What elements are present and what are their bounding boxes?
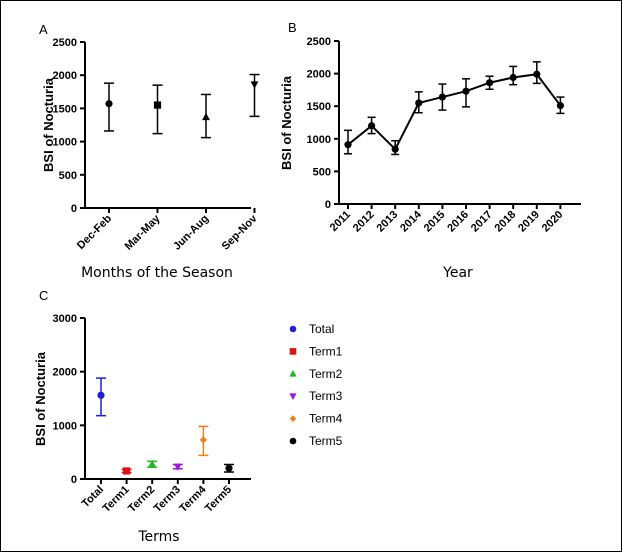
panel-label: C <box>39 288 48 303</box>
x-tick-label: Term1 <box>100 484 131 515</box>
y-axis-title: BSI of Nocturia <box>279 75 294 170</box>
y-tick-label: 3000 <box>53 313 77 325</box>
legend-marker <box>289 370 297 377</box>
x-tick-label: 2012 <box>351 209 377 235</box>
data-point <box>250 81 259 89</box>
x-tick-label: 2017 <box>469 209 495 235</box>
x-tick-label: Term4 <box>177 483 209 515</box>
y-tick-label: 500 <box>313 166 331 178</box>
x-tick-label: 2014 <box>398 208 424 234</box>
legend-marker <box>289 325 297 333</box>
data-point <box>509 73 517 82</box>
data-point <box>199 436 207 444</box>
x-axis-title: Months of the Season <box>81 265 233 281</box>
y-tick-label: 500 <box>59 170 77 182</box>
y-tick-label: 2000 <box>53 70 77 82</box>
data-point <box>225 464 233 472</box>
y-tick-label: 2000 <box>53 367 77 379</box>
legend-label: Term4 <box>309 412 343 426</box>
x-tick-label: Dec-Feb <box>75 212 114 251</box>
y-tick-label: 2500 <box>53 37 77 49</box>
panel-b: B050010001500200025002011201220132014201… <box>279 20 581 281</box>
data-point <box>344 141 352 149</box>
x-tick-label: Term5 <box>203 484 234 515</box>
x-tick-label: 2016 <box>445 209 471 235</box>
x-axis-title: Terms <box>137 529 179 545</box>
x-axis-title: Year <box>442 265 473 281</box>
x-tick-label: 2013 <box>375 209 401 235</box>
panel-label: B <box>288 20 297 35</box>
y-tick-label: 1000 <box>53 137 77 149</box>
data-point <box>438 93 446 101</box>
data-point <box>123 467 131 475</box>
x-tick-label: Term2 <box>126 484 157 515</box>
x-tick-label: Jun-Aug <box>171 213 211 253</box>
x-tick-label: Term3 <box>152 484 183 515</box>
y-tick-label: 1500 <box>307 101 331 113</box>
data-point <box>105 100 113 108</box>
data-point <box>415 99 423 107</box>
x-tick-label: 2011 <box>328 209 353 234</box>
y-tick-label: 2000 <box>307 69 331 81</box>
y-tick-label: 2500 <box>307 36 331 48</box>
legend-label: Term1 <box>309 344 343 358</box>
data-point <box>148 459 157 468</box>
data-point <box>486 79 494 87</box>
data-point <box>462 87 470 95</box>
y-tick-label: 0 <box>325 199 331 211</box>
panel-label: A <box>39 22 48 37</box>
y-tick-label: 1000 <box>307 134 331 146</box>
x-tick-label: 2020 <box>540 209 566 235</box>
data-point <box>153 101 162 109</box>
y-tick-label: 1000 <box>53 420 77 432</box>
x-tick-label: 2015 <box>422 209 448 235</box>
data-point <box>202 112 210 121</box>
x-tick-label: Mar-May <box>123 212 164 253</box>
legend-label: Term5 <box>309 434 343 448</box>
data-point <box>97 391 105 399</box>
legend-marker <box>289 348 297 355</box>
y-axis-title: BSI of Nocturia <box>41 77 56 172</box>
legend-label: Term2 <box>309 367 343 381</box>
legend: Total Term1 Term2 Term3 Term4 Term5 <box>289 322 343 448</box>
panel-a: A 0 500 1000 1500 2000 2500 Dec-Feb Mar-May Jun-A… <box>39 22 260 281</box>
y-tick-label: 1500 <box>53 103 77 115</box>
data-point <box>173 463 182 471</box>
data-point <box>391 145 399 153</box>
data-point <box>368 122 376 130</box>
y-tick-label: 0 <box>71 474 77 486</box>
legend-marker <box>289 437 297 445</box>
x-tick-label: 2018 <box>493 209 519 235</box>
legend-marker <box>289 393 297 400</box>
x-tick-label: Sep-Nov <box>220 212 261 253</box>
data-point <box>533 70 541 78</box>
y-axis-title: BSI of Nocturia <box>33 351 48 446</box>
panel-c: C0100020003000TotalTerm1Term2Term3Term4T… <box>33 288 343 545</box>
x-tick-label: 2019 <box>516 209 542 235</box>
y-tick-label: 0 <box>71 203 77 215</box>
legend-label: Term3 <box>309 389 343 403</box>
data-point <box>556 101 565 110</box>
legend-label: Total <box>309 322 334 336</box>
series-line <box>347 73 562 151</box>
legend-marker <box>289 415 297 422</box>
